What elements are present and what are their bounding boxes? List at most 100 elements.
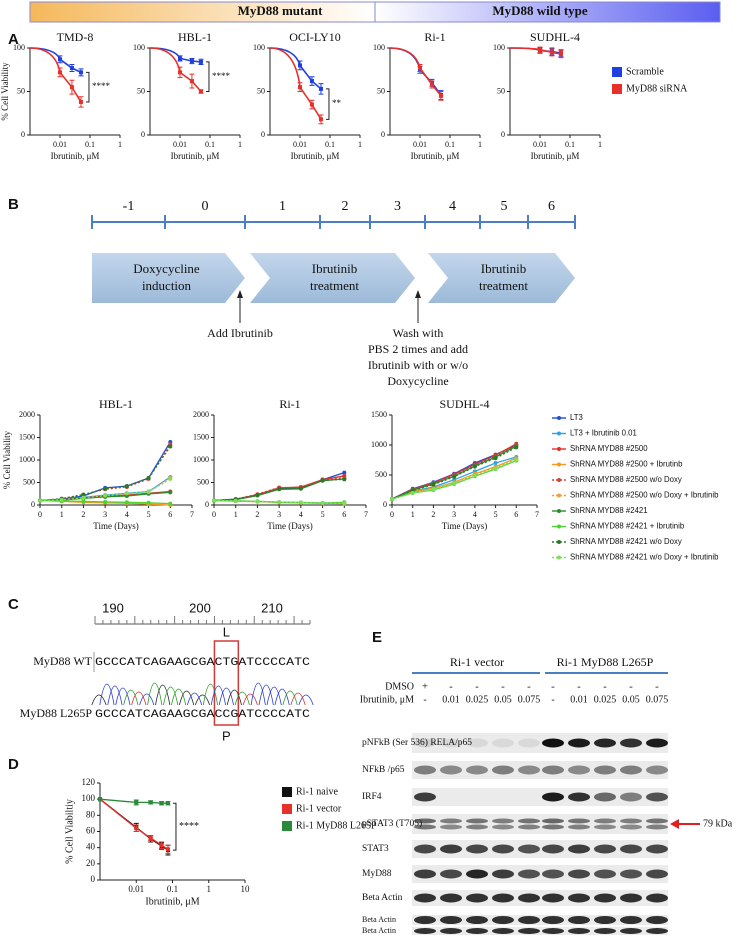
band [492,916,514,924]
band [620,765,642,775]
row-label: MyD88 [362,869,392,879]
banner-text: MyD88 wild type [492,3,588,18]
y-tick-label: 50 [497,86,505,95]
row-label: pSTAT3 (T705) [362,818,422,829]
x-tick-label: 0.01 [53,140,67,149]
data-point [146,476,151,480]
x-tick-label: 3 [103,510,107,519]
legend-label: ShRNA MYD88 #2500 [570,444,648,453]
band [646,765,668,775]
trace-peak [99,683,115,706]
trace-peak [91,694,107,706]
data-point [472,473,477,478]
y-tick-label: 0 [383,500,387,509]
band [440,824,462,830]
y-tick-label: 0 [31,500,35,509]
residue-label: L [223,624,230,639]
band [620,824,642,830]
band [492,928,514,934]
x-tick-label: 0.01 [533,140,547,149]
row-label: Beta Actin [362,893,403,903]
trace-peak [290,692,306,706]
fit-curve [149,47,181,73]
band [466,893,488,903]
dose-label: 0.01 [570,694,588,705]
significance-bracket [325,88,330,120]
data-point [438,93,443,98]
dmso-mark: - [551,681,555,693]
legend-swatch [557,431,561,436]
band [646,792,668,802]
x-tick-label: 4 [125,510,129,519]
data-point [320,500,325,505]
phase-label: Ibrutinib [481,261,527,276]
fit-curve [389,47,421,69]
significance-bracket [85,71,90,103]
band [542,792,564,802]
data-point [165,801,170,806]
data-point [124,491,129,496]
dose-label: - [551,694,554,705]
series-line [59,58,82,74]
band [466,818,488,824]
trace-peak [258,684,274,706]
x-axis-label: Ibrutinib, μM [531,151,580,161]
dose-label: 0.075 [518,694,541,705]
y-tick-label: 100 [133,43,145,52]
x-axis-label: Time (Days) [267,521,312,531]
series-line [99,798,169,850]
legend-swatch [557,540,561,544]
dmso-mark: - [527,681,531,693]
dmso-mark: - [501,681,505,693]
data-point [168,501,173,506]
band [466,869,488,879]
blot-strip [412,814,668,834]
panel-label: E [372,629,382,646]
band [542,928,564,934]
dmso-mark: - [603,681,607,693]
band [492,824,514,830]
y-tick-label: 40 [86,842,96,852]
blot-strip [412,733,668,753]
x-tick-label: 3 [452,510,456,519]
x-tick-label: 10 [241,884,251,894]
band [414,824,436,830]
legend-label: LT3 [570,413,583,422]
dose-label: 0.075 [646,694,669,705]
data-point [178,70,182,75]
trace-peak [139,693,155,706]
residue-label: P [222,728,231,743]
x-tick-label: 5 [147,510,151,519]
band [646,844,668,854]
data-point [78,70,83,75]
data-point [255,499,260,504]
data-point [472,464,477,469]
band [542,818,564,824]
band [646,928,668,934]
data-point [452,481,457,486]
legend-swatch [557,493,561,498]
x-tick-label: 1 [60,510,64,519]
data-point [178,56,182,61]
chart-title: HBL-1 [178,30,212,44]
legend-label: Scramble [626,66,664,77]
band [440,818,462,824]
chart-title: OCI-LY10 [289,30,340,44]
data-point [58,70,62,75]
significance-bracket [172,802,177,851]
significance-bracket [205,61,210,92]
phase-arrow [250,253,415,303]
blot-strip [412,761,668,779]
trace-peak [179,690,195,706]
panel-label: B [8,196,19,213]
banner-left [29,1,376,23]
row-label: NFkB /p65 [362,765,405,775]
data-point [298,63,302,68]
fit-curve [29,47,61,73]
data-point [309,79,314,84]
row-label: STAT3 [362,844,389,854]
trace-peak [266,686,282,706]
significance-label: ** [332,98,342,108]
band [542,869,564,879]
